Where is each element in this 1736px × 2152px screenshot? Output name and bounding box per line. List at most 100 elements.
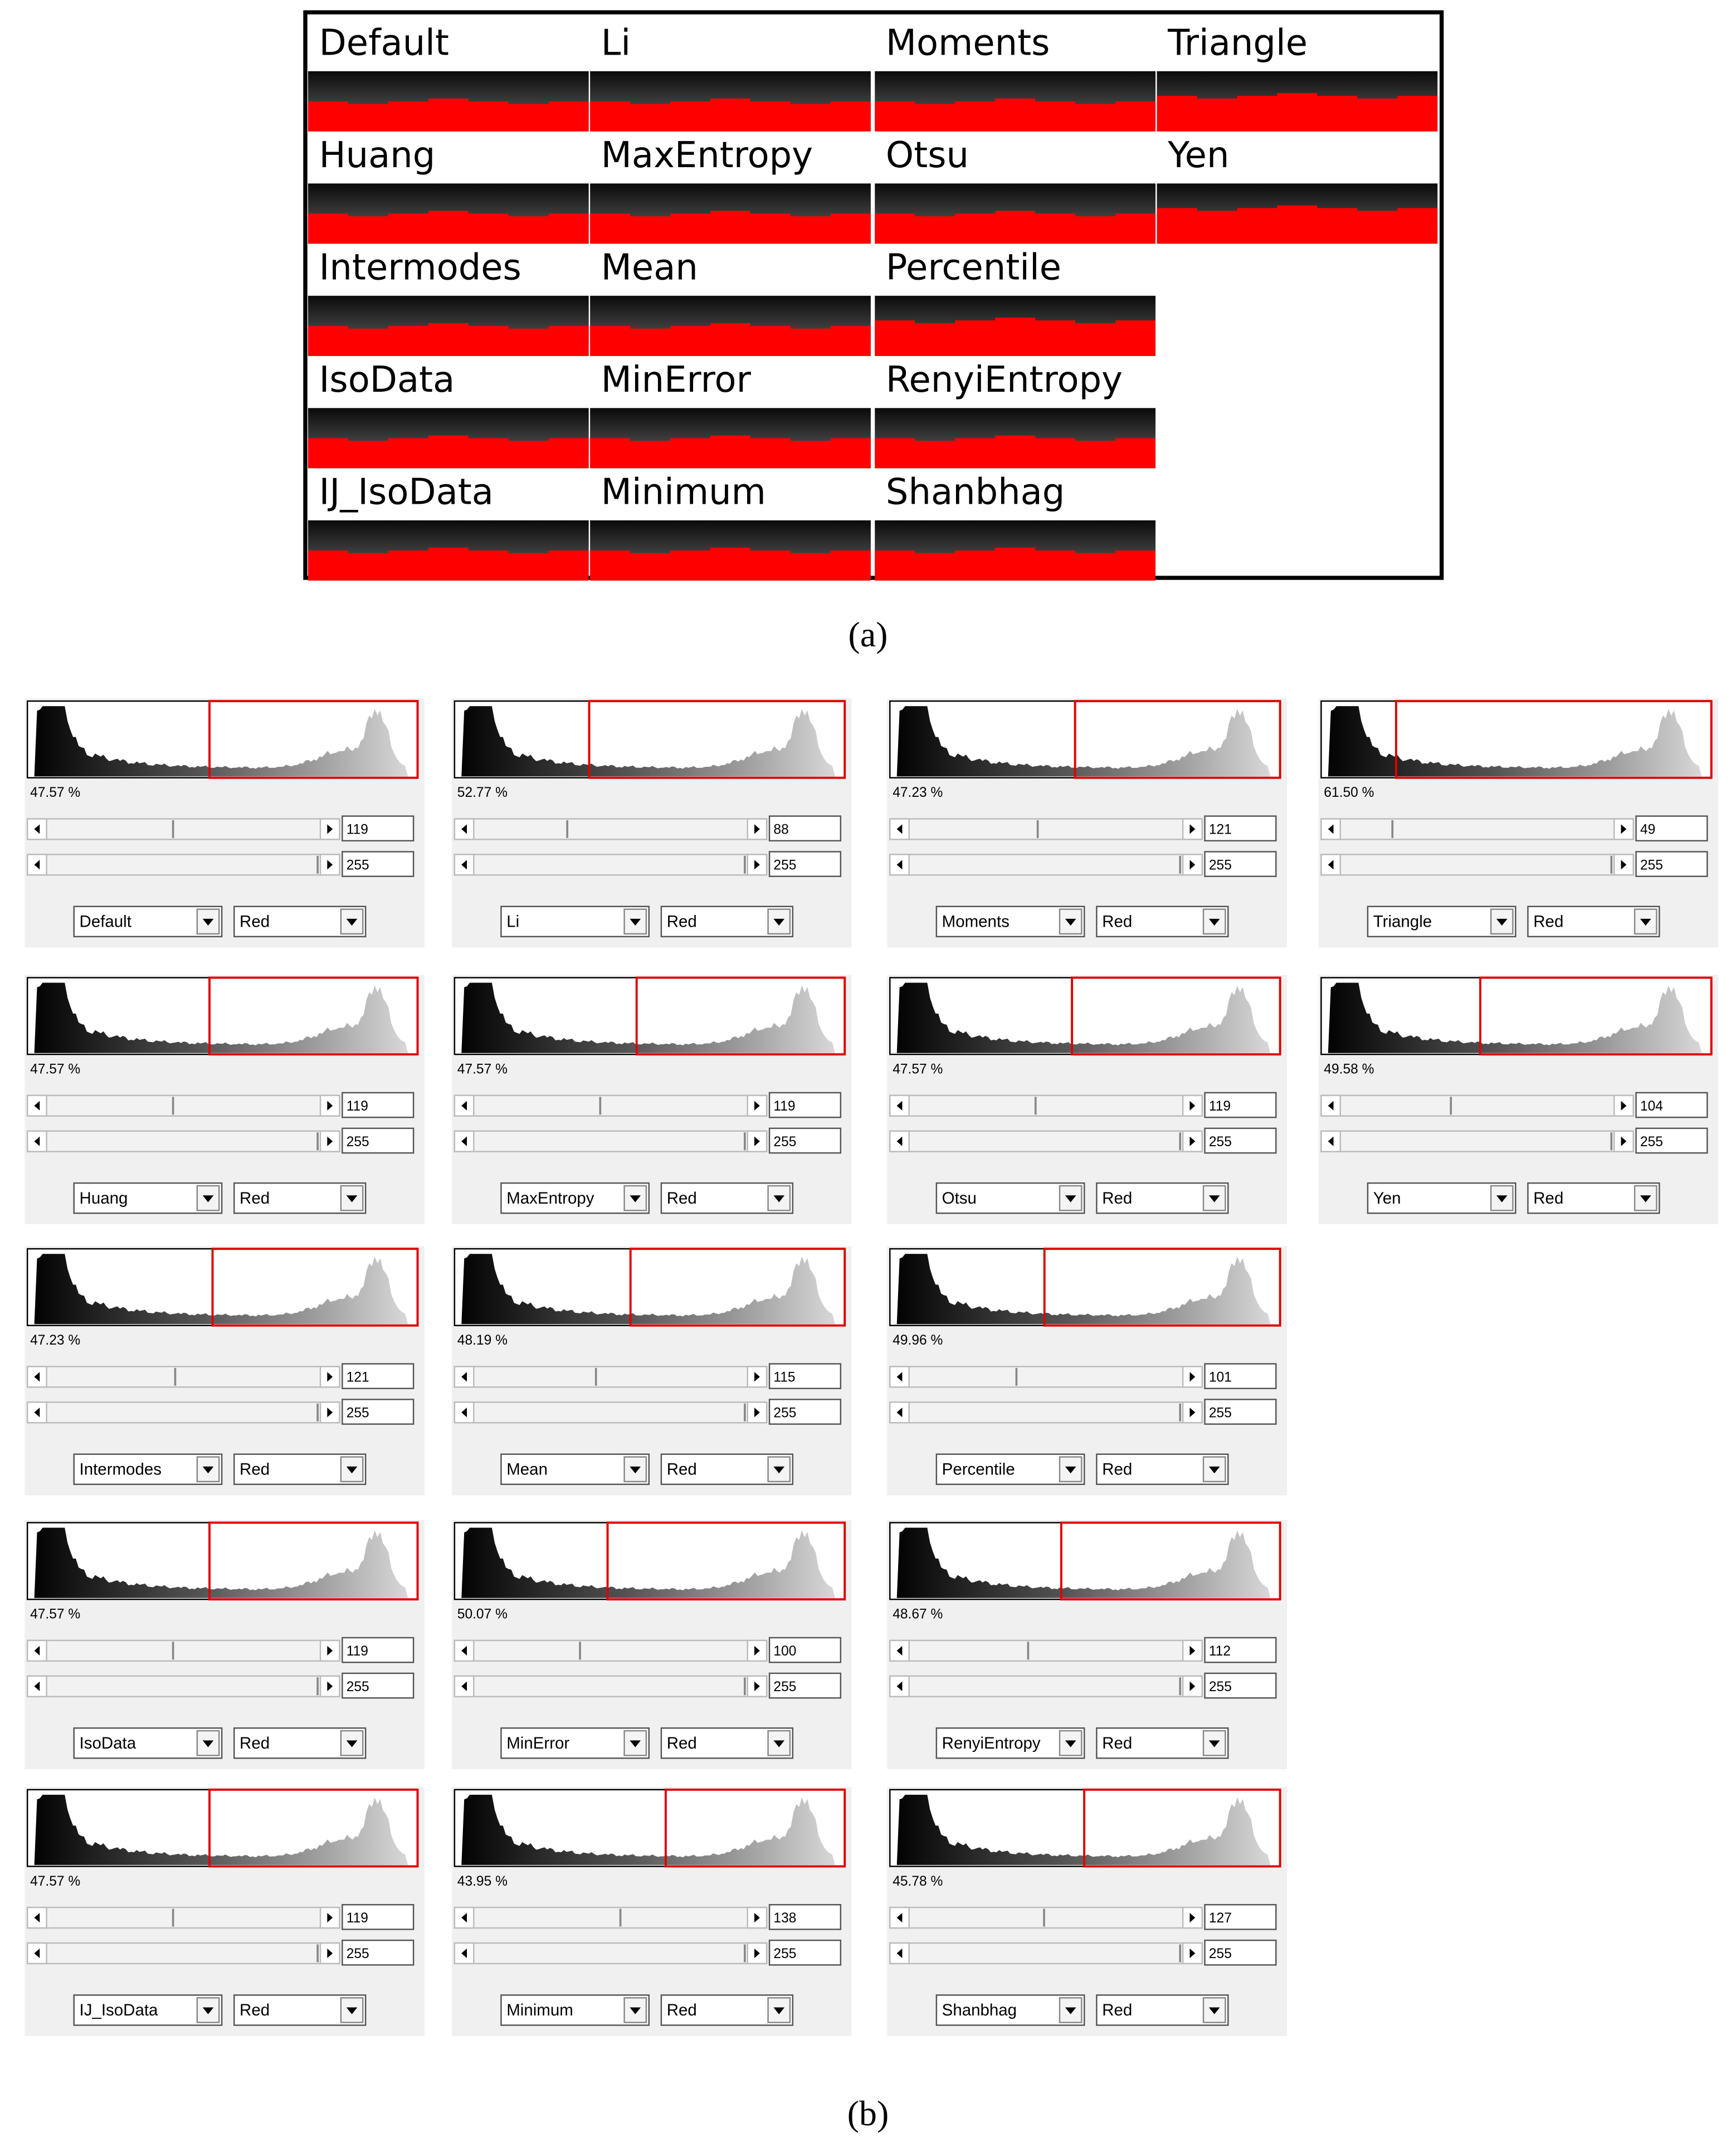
dropdown-value: Red — [667, 1460, 697, 1479]
threshold-overlay — [590, 323, 871, 356]
dropdown-value: Red — [667, 1189, 697, 1208]
dropdown-value: Huang — [80, 1189, 128, 1208]
dropdown-arrow — [773, 918, 785, 926]
threshold-overlay — [875, 211, 1156, 244]
threshold-range — [1083, 1788, 1281, 1868]
dropdown-arrow — [346, 918, 358, 926]
arrow — [1621, 860, 1627, 870]
number-value: 121 — [1209, 822, 1232, 838]
threshold-overlay — [875, 318, 1156, 356]
slider-track — [453, 1942, 768, 1965]
arrow — [34, 1681, 40, 1691]
slider-track — [26, 1942, 340, 1965]
method-label: Percentile — [886, 247, 1061, 288]
dropdown-value: Moments — [942, 913, 1010, 931]
threshold-overlay — [875, 435, 1156, 469]
number-field — [1204, 815, 1277, 842]
histogram — [1322, 982, 1710, 1053]
arrow — [327, 1101, 333, 1111]
threshold-range — [635, 976, 846, 1056]
dropdown-arrow — [202, 1195, 214, 1202]
threshold-range — [208, 1521, 419, 1601]
number-field — [342, 815, 415, 842]
arrow — [896, 1408, 903, 1418]
method-label: Huang — [319, 135, 436, 176]
slider-track — [889, 1942, 1203, 1965]
threshold-overlay — [308, 435, 589, 469]
arrow — [754, 1948, 760, 1959]
number-field — [768, 1672, 842, 1699]
dropdown-arrow — [1208, 918, 1220, 926]
dropdown-value: Shanbhag — [942, 2001, 1017, 2019]
slider-track — [1320, 1130, 1634, 1152]
dropdown-value: Red — [1102, 2001, 1132, 2019]
arrow — [327, 1912, 333, 1923]
number-value: 255 — [347, 1679, 369, 1695]
histogram — [28, 706, 417, 777]
dropdown-value: RenyiEntropy — [942, 1734, 1041, 1752]
threshold-overlay — [308, 211, 589, 244]
dropdown-arrow — [630, 1466, 641, 1474]
method-label: MinError — [601, 359, 752, 401]
arrow — [896, 1101, 903, 1111]
number-field — [768, 1127, 842, 1154]
dropdown-value: Red — [240, 1189, 270, 1208]
dropdown-value: Default — [80, 913, 131, 931]
dropdown-arrow — [773, 2007, 785, 2014]
slider-track — [453, 1366, 768, 1388]
slider-track — [26, 1906, 340, 1929]
arrow — [34, 1101, 40, 1111]
arrow — [327, 1408, 333, 1418]
arrow — [754, 1408, 760, 1418]
number-value: 119 — [347, 1644, 368, 1659]
threshold-overlay — [875, 547, 1156, 581]
arrow — [896, 860, 903, 870]
number-field — [342, 1363, 415, 1390]
number-field — [1204, 1672, 1277, 1699]
slider-track — [889, 854, 1203, 876]
number-value: 255 — [773, 1679, 796, 1695]
arrow — [754, 860, 760, 870]
dropdown-value: Red — [1102, 1189, 1132, 1208]
arrow — [461, 1101, 467, 1111]
arrow — [896, 1948, 903, 1959]
dropdown-arrow — [1065, 1195, 1076, 1202]
slider-track — [26, 1130, 340, 1152]
slider-track — [453, 1639, 768, 1662]
arrow — [327, 1136, 333, 1146]
percent: 47.57 % — [893, 1062, 943, 1077]
number-value: 255 — [773, 1405, 796, 1420]
arrow — [1189, 1101, 1196, 1111]
number-field — [1204, 851, 1277, 877]
number-value: 119 — [347, 822, 368, 838]
arrow — [461, 1948, 467, 1959]
number-field — [768, 1363, 842, 1390]
arrow — [327, 1645, 333, 1656]
percent: 47.23 % — [30, 1333, 80, 1348]
dropdown-arrow — [1208, 1466, 1220, 1474]
threshold-overlay — [590, 547, 871, 581]
number-value: 255 — [1209, 1135, 1232, 1150]
number-value: 115 — [773, 1370, 795, 1385]
method-label: RenyiEntropy — [886, 359, 1123, 401]
slider-track — [889, 1401, 1203, 1424]
slider-track — [453, 1675, 768, 1697]
histogram — [28, 1794, 417, 1865]
slider-left — [889, 1094, 910, 1117]
arrow — [754, 1681, 760, 1691]
arrow — [1189, 860, 1196, 870]
arrow — [34, 860, 40, 870]
arrow — [754, 1136, 760, 1146]
method-label: Mean — [601, 247, 698, 288]
threshold-overlay — [590, 211, 871, 244]
slider-track — [889, 1906, 1203, 1929]
arrow — [461, 860, 467, 870]
percent: 61.50 % — [1324, 785, 1374, 800]
histogram — [456, 1254, 843, 1325]
dropdown-arrow — [1496, 1195, 1508, 1202]
number-field — [1635, 1092, 1708, 1118]
dropdown-arrow — [202, 1740, 214, 1747]
dropdown-button — [1202, 1185, 1226, 1211]
dropdown-arrow — [1208, 1195, 1220, 1202]
number-field — [342, 1399, 415, 1425]
